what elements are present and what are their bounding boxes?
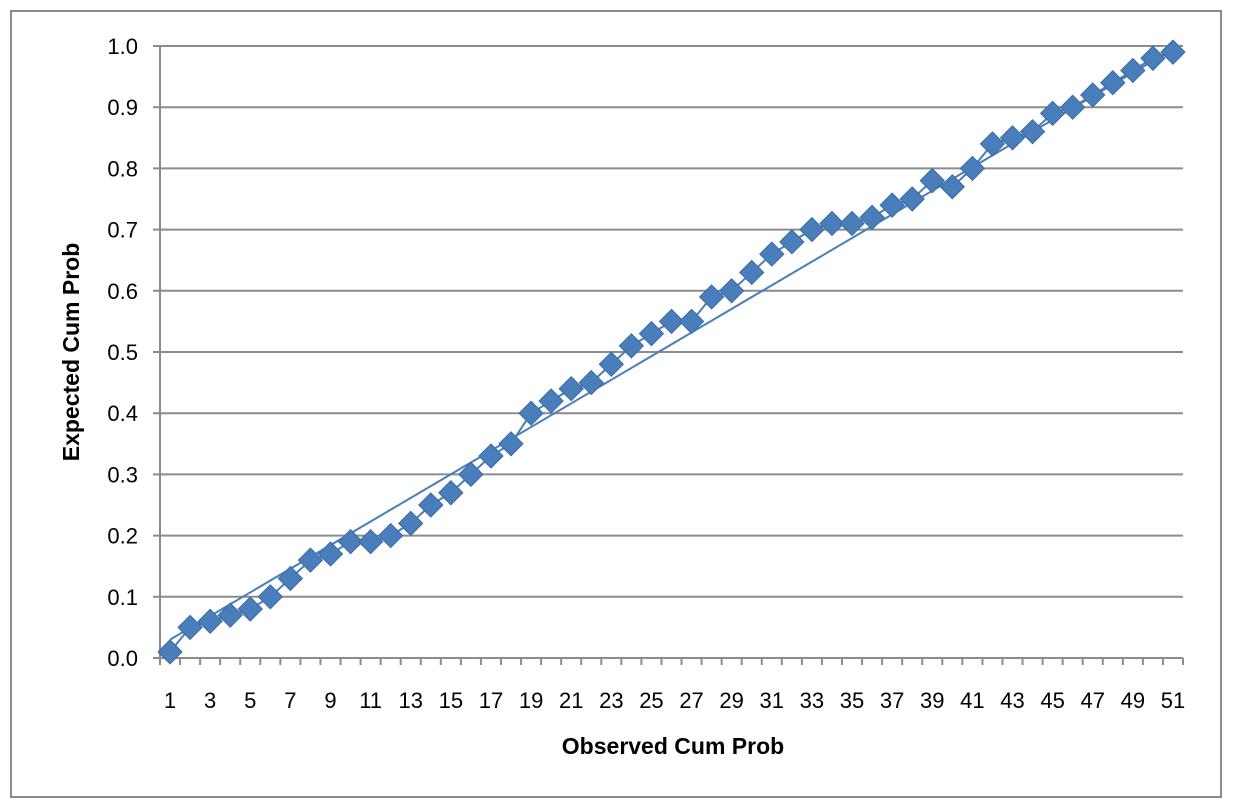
data-point xyxy=(799,216,825,243)
gridlines xyxy=(153,45,1183,659)
data-point xyxy=(779,229,805,255)
data-point xyxy=(337,529,364,555)
x-tick-label: 25 xyxy=(639,688,663,713)
x-axis-title: Observed Cum Prob xyxy=(562,733,784,759)
data-point xyxy=(1140,45,1166,71)
trend-line xyxy=(169,48,1174,641)
x-tick-label: 11 xyxy=(359,688,382,713)
x-tick-label: 37 xyxy=(880,688,904,713)
data-point xyxy=(1120,57,1146,84)
x-tick-label: 35 xyxy=(840,688,864,713)
x-tick-label: 45 xyxy=(1040,688,1064,713)
data-point xyxy=(458,461,484,488)
y-tick-label: 0.0 xyxy=(107,646,138,671)
data-point xyxy=(1059,94,1086,120)
data-point xyxy=(638,320,665,347)
x-tick-label: 1 xyxy=(164,688,176,713)
data-point xyxy=(558,376,584,402)
y-tick-label: 0.9 xyxy=(107,95,138,120)
data-point xyxy=(698,284,725,310)
data-point xyxy=(277,565,304,592)
data-point xyxy=(658,308,685,335)
data-point xyxy=(478,443,504,469)
y-tick-label: 0.3 xyxy=(107,462,138,487)
x-tick-label: 39 xyxy=(920,688,944,713)
data-point xyxy=(357,529,384,555)
x-tick-label: 31 xyxy=(760,688,784,713)
data-point xyxy=(879,192,905,218)
x-tick-label: 13 xyxy=(398,688,422,713)
data-point xyxy=(999,125,1026,151)
y-tick-label: 0.8 xyxy=(107,156,138,181)
x-tick-label: 47 xyxy=(1080,688,1104,713)
data-point xyxy=(377,522,404,549)
x-tick-label: 51 xyxy=(1161,688,1185,713)
x-tick-label: 33 xyxy=(800,688,824,713)
y-tick-label: 0.7 xyxy=(107,218,138,243)
data-point xyxy=(297,547,324,573)
data-point xyxy=(1019,118,1046,145)
data-point xyxy=(718,278,745,304)
data-point xyxy=(217,602,243,628)
data-point xyxy=(979,131,1006,157)
data-point xyxy=(1039,100,1066,127)
data-point xyxy=(859,204,885,231)
data-point xyxy=(839,210,865,237)
x-tick-label: 41 xyxy=(960,688,984,713)
data-point xyxy=(678,308,705,335)
data-point xyxy=(237,596,263,622)
y-tick-label: 1.0 xyxy=(107,34,138,59)
x-tick-label: 3 xyxy=(204,688,216,713)
y-tick-label: 0.4 xyxy=(107,401,138,426)
data-point xyxy=(598,351,625,377)
data-point xyxy=(939,174,966,200)
x-tick-label: 15 xyxy=(439,688,463,713)
x-tick-label: 29 xyxy=(719,688,743,713)
data-point xyxy=(157,639,183,665)
data-point xyxy=(739,259,765,286)
data-point xyxy=(1080,82,1106,108)
data-point xyxy=(418,492,444,518)
data-point xyxy=(899,186,925,212)
trend-line-layer xyxy=(169,48,1174,641)
data-point xyxy=(538,388,564,414)
data-point xyxy=(438,480,464,506)
x-tick-label: 43 xyxy=(1000,688,1024,713)
data-point xyxy=(1100,70,1126,96)
x-tick-label: 23 xyxy=(599,688,623,713)
data-point xyxy=(197,608,223,634)
y-tick-label: 0.5 xyxy=(107,340,138,365)
data-point xyxy=(819,210,845,237)
data-point xyxy=(1160,39,1186,65)
data-markers xyxy=(157,39,1186,665)
x-tick-label: 19 xyxy=(519,688,543,713)
y-tick-label: 0.1 xyxy=(107,585,138,610)
data-point xyxy=(578,369,604,396)
data-point xyxy=(618,333,645,359)
data-point xyxy=(257,584,284,610)
x-tick-label: 27 xyxy=(679,688,703,713)
x-tick-label: 9 xyxy=(324,688,336,713)
x-tick-label: 17 xyxy=(479,688,503,713)
y-tick-label: 0.6 xyxy=(107,279,138,304)
data-point xyxy=(959,155,986,182)
y-axis-title: Expected Cum Prob xyxy=(58,243,84,462)
x-tick-labels: 1 3 5 7 9 11 13 15 17 19 21 23 25 27 29 31 33 35 37 39 41 43 4… xyxy=(164,688,1185,713)
x-tick-label: 5 xyxy=(244,688,256,713)
x-tick-label: 49 xyxy=(1121,688,1145,713)
data-point xyxy=(518,400,544,426)
data-point xyxy=(398,510,424,537)
data-point xyxy=(317,541,344,567)
y-tick-label: 0.2 xyxy=(107,524,138,549)
data-point xyxy=(498,431,524,457)
axes xyxy=(159,46,1184,665)
y-tick-labels: 0.0 0.1 0.2 0.3 0.4 0.5 0.6 0.7 0.8 0.9 1.0 xyxy=(107,34,138,671)
data-point xyxy=(177,614,203,641)
data-point xyxy=(919,167,945,194)
data-point xyxy=(759,241,785,267)
x-tick-label: 21 xyxy=(559,688,583,713)
x-tick-label: 7 xyxy=(284,688,296,713)
